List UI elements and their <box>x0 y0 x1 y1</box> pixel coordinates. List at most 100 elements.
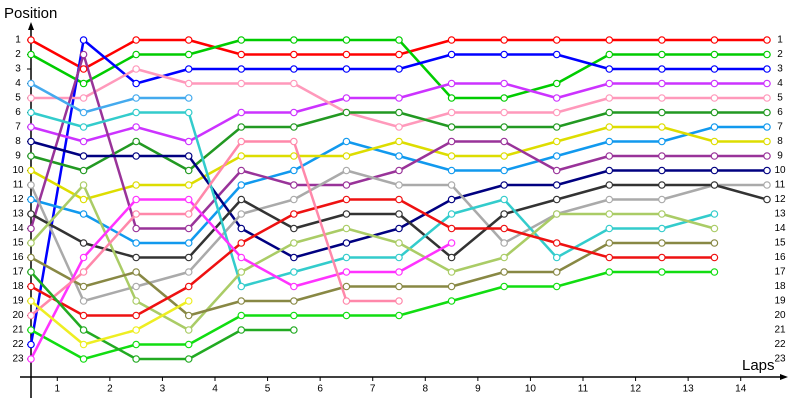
position-marker <box>500 181 508 189</box>
position-marker <box>342 50 351 59</box>
position-marker <box>710 181 719 189</box>
position-marker <box>395 311 403 320</box>
y-tick-label-right: 14 <box>774 223 786 234</box>
position-marker <box>132 79 140 88</box>
y-tick-label-right: 4 <box>777 78 783 89</box>
x-tick-label: 3 <box>160 384 166 395</box>
position-marker <box>658 195 666 204</box>
position-marker <box>132 94 140 102</box>
position-marker <box>342 108 351 117</box>
y-tick-label-right: 16 <box>774 252 786 263</box>
position-marker <box>27 50 35 59</box>
position-marker <box>447 152 456 160</box>
position-marker <box>184 50 193 59</box>
position-marker <box>79 65 88 73</box>
position-marker <box>395 282 403 291</box>
position-marker <box>132 50 140 59</box>
position-marker <box>605 181 614 189</box>
position-marker <box>447 94 456 102</box>
position-marker <box>447 282 456 291</box>
position-marker <box>605 137 614 146</box>
position-marker <box>27 253 35 262</box>
position-marker <box>79 152 88 160</box>
x-tick-label: 4 <box>212 384 218 395</box>
position-marker <box>552 268 561 276</box>
position-marker <box>237 36 246 44</box>
position-marker <box>763 166 771 175</box>
y-tick-label-right: 7 <box>777 122 783 133</box>
position-marker <box>184 268 193 276</box>
position-marker <box>605 195 614 204</box>
y-tick-label: 17 <box>12 267 24 278</box>
position-marker <box>184 181 193 189</box>
position-marker <box>132 340 140 349</box>
position-marker <box>605 65 614 73</box>
position-marker <box>79 94 88 102</box>
position-marker <box>500 152 508 160</box>
y-tick-label: 10 <box>12 165 24 176</box>
position-marker <box>605 239 614 247</box>
position-marker <box>658 108 666 117</box>
position-marker <box>710 152 719 160</box>
series-line <box>30 270 715 361</box>
position-marker <box>290 210 298 218</box>
position-marker <box>500 166 508 175</box>
position-marker <box>79 297 88 305</box>
position-marker <box>132 326 140 334</box>
position-marker <box>658 123 666 131</box>
position-marker <box>658 181 666 189</box>
position-marker <box>658 268 666 276</box>
position-marker <box>658 210 666 218</box>
position-marker <box>342 166 351 175</box>
position-marker <box>395 181 403 189</box>
position-marker <box>290 65 298 73</box>
position-marker <box>79 210 88 218</box>
position-marker <box>395 152 403 160</box>
series-line <box>29 169 767 303</box>
position-marker <box>500 210 508 218</box>
position-marker <box>184 36 193 44</box>
position-marker <box>342 137 351 146</box>
position-marker <box>184 239 193 247</box>
position-marker <box>237 195 246 204</box>
position-marker <box>79 137 88 146</box>
y-tick-label-right: 9 <box>777 151 783 162</box>
position-marker <box>500 268 508 276</box>
position-marker <box>447 36 456 44</box>
position-marker <box>237 137 246 146</box>
position-marker <box>395 297 403 305</box>
y-tick-label-right: 2 <box>777 49 783 60</box>
position-marker <box>342 210 351 218</box>
position-marker <box>132 195 140 204</box>
position-marker <box>658 239 666 247</box>
position-marker <box>710 137 719 146</box>
position-marker <box>79 253 88 262</box>
position-marker <box>132 108 140 117</box>
position-marker <box>342 195 351 204</box>
y-tick-label: 23 <box>12 354 24 365</box>
position-marker <box>605 36 614 44</box>
y-axis-label: Position <box>4 5 57 22</box>
position-marker <box>710 253 719 262</box>
y-tick-label: 1 <box>15 35 21 46</box>
position-marker <box>658 253 666 262</box>
position-marker <box>342 224 351 233</box>
position-marker <box>395 94 403 102</box>
position-marker <box>605 123 614 131</box>
position-marker <box>605 152 614 160</box>
position-marker <box>710 94 719 102</box>
position-marker <box>184 65 193 73</box>
position-marker <box>605 253 614 262</box>
position-marker <box>763 152 771 160</box>
position-marker <box>290 50 298 59</box>
y-tick-label-right: 3 <box>777 64 783 75</box>
series-line <box>30 198 715 317</box>
series-line <box>30 140 399 317</box>
position-marker <box>27 326 35 334</box>
position-marker <box>552 210 561 218</box>
position-marker <box>184 195 193 204</box>
position-marker <box>500 50 508 59</box>
position-marker <box>395 268 403 276</box>
position-marker <box>237 311 246 320</box>
position-marker <box>447 50 456 59</box>
